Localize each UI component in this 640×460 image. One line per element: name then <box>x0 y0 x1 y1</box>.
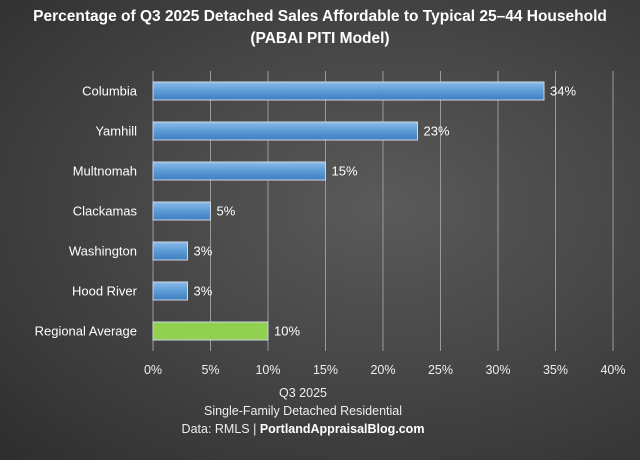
data-label: 3% <box>194 244 213 259</box>
category-label: Yamhill <box>95 124 137 139</box>
chart-title-main: Percentage of Q3 2025 Detached Sales Aff… <box>33 8 607 25</box>
data-label: 3% <box>194 284 213 299</box>
source-site: PortlandAppraisalBlog.com <box>259 422 425 436</box>
bar <box>152 81 545 101</box>
bar <box>152 281 188 301</box>
bar <box>152 161 326 181</box>
x-tick-label: 20% <box>370 363 395 377</box>
x-tick-label: 30% <box>485 363 510 377</box>
category-label: Hood River <box>72 284 138 299</box>
category-label: Clackamas <box>73 204 138 219</box>
x-tick-label: 10% <box>255 363 280 377</box>
chart-subtitle: (PABAI PITI Model) <box>250 30 390 47</box>
category-label: Regional Average <box>35 324 137 339</box>
x-tick-label: 5% <box>201 363 219 377</box>
data-label: 34% <box>550 84 576 99</box>
source-prefix: Data: RMLS | <box>181 422 260 436</box>
x-tick-label: 40% <box>600 363 625 377</box>
x-axis-title-line-2: Single-Family Detached Residential <box>203 404 402 418</box>
data-label: 10% <box>274 324 300 339</box>
data-label: 23% <box>424 124 450 139</box>
x-tick-label: 35% <box>543 363 568 377</box>
bar <box>152 241 188 261</box>
bar <box>152 121 418 141</box>
x-tick-label: 25% <box>428 363 453 377</box>
category-label: Columbia <box>82 84 138 99</box>
source-line: Data: RMLS | PortlandAppraisalBlog.com <box>153 420 453 438</box>
data-label: 5% <box>217 204 236 219</box>
bar <box>152 201 211 221</box>
x-tick-label: 0% <box>144 363 162 377</box>
chart-title: Percentage of Q3 2025 Detached Sales Aff… <box>0 6 640 50</box>
x-tick-label: 15% <box>313 363 338 377</box>
data-label: 15% <box>332 164 358 179</box>
x-axis-title: Q3 2025 Single-Family Detached Residenti… <box>153 384 453 438</box>
bar-regional-average <box>152 321 269 341</box>
category-label: Washington <box>69 244 137 259</box>
category-label: Multnomah <box>73 164 137 179</box>
x-axis-title-line-1: Q3 2025 <box>279 386 327 400</box>
